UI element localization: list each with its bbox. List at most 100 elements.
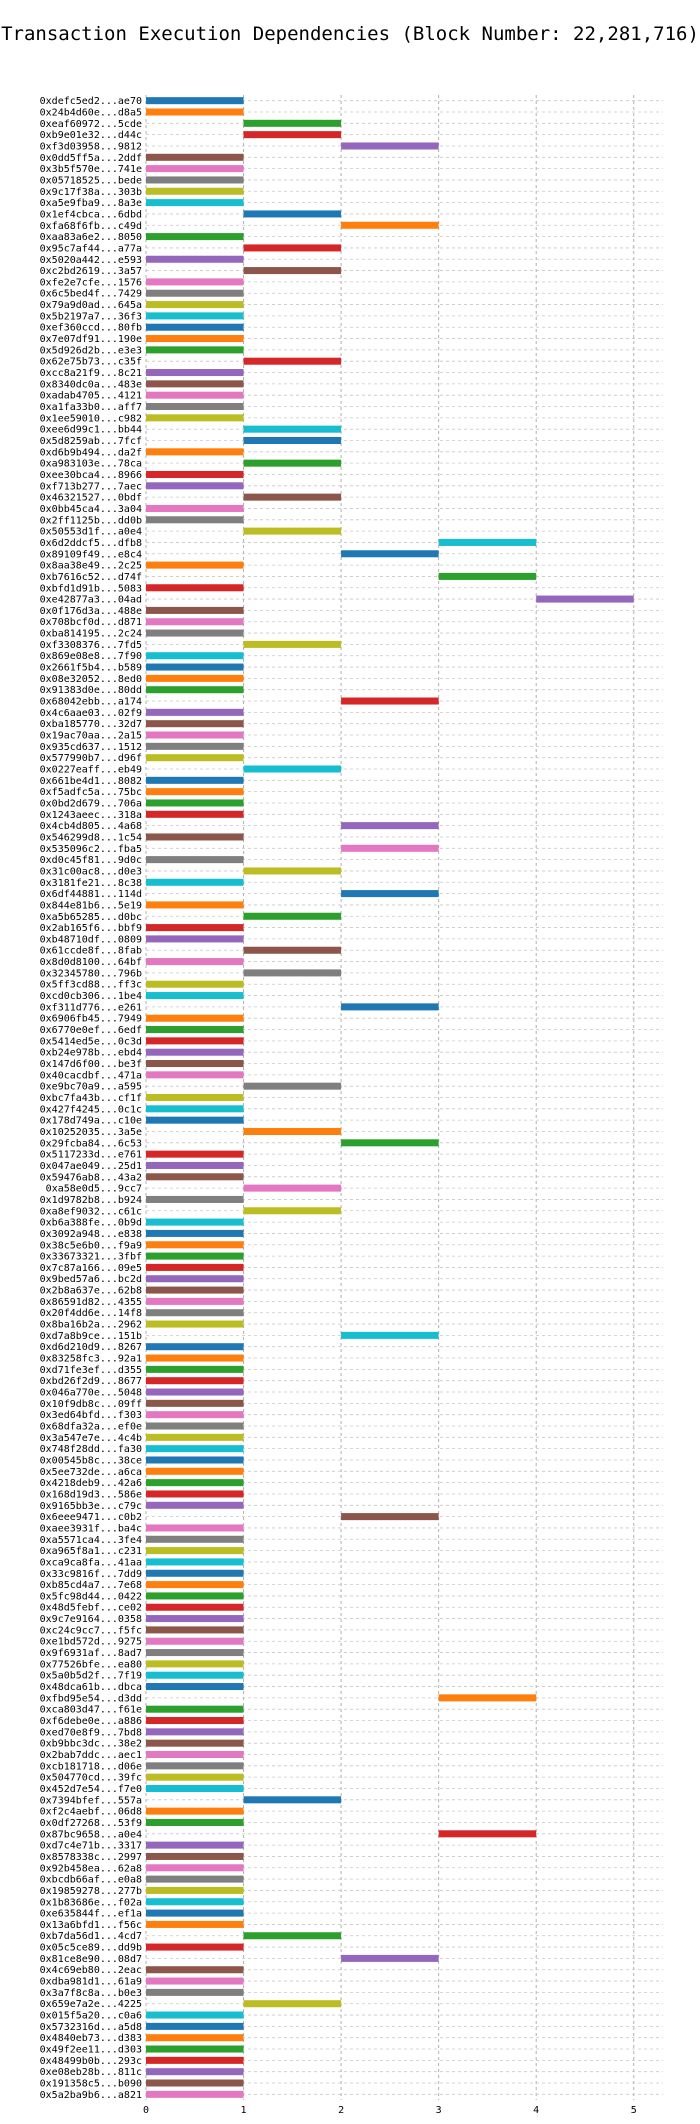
bar (146, 561, 244, 569)
bar (146, 1399, 244, 1407)
bar (146, 1535, 244, 1543)
y-tick-label: 0x61ccde8f...8fab (40, 946, 142, 957)
y-tick-label: 0x10f9db8c...09ff (40, 1399, 142, 1410)
bar (438, 1830, 537, 1838)
bar (341, 1954, 439, 1962)
chart-title: Transaction Execution Dependencies (Bloc… (1, 23, 699, 45)
bar (341, 550, 439, 558)
bar (146, 1479, 244, 1487)
bars (146, 97, 634, 2098)
bar (146, 1592, 244, 1600)
y-tick-label: 0x2ab165f6...bbf9 (40, 923, 142, 934)
y-tick-label: 0x6d2ddcf5...dfb8 (40, 538, 142, 549)
y-tick-label: 0xb85cd4a7...7e68 (40, 1580, 142, 1591)
bar (146, 935, 244, 943)
y-tick-label: 0x92b458ea...62a8 (40, 1863, 142, 1874)
y-tick-label: 0xd7a8b9ce...151b (40, 1331, 142, 1342)
bar (146, 1683, 244, 1691)
y-tick-label: 0x3181fe21...8c38 (40, 878, 142, 889)
bar (146, 1569, 244, 1577)
x-tick-label: 0 (143, 2105, 149, 2116)
bar (146, 380, 244, 388)
y-tick-label: 0x9c17f38a...303b (40, 187, 142, 198)
y-tick-label: 0x38c5e6b0...f9a9 (40, 1240, 142, 1251)
y-tick-label: 0xd0c45f81...9d0c (40, 855, 142, 866)
y-tick-label: 0x10252035...3a5e (40, 1127, 142, 1138)
y-tick-label: 0x13a6bfd1...f56c (40, 1920, 142, 1931)
y-tick-label: 0x3b5f570e...741e (40, 164, 142, 175)
y-tick-label: 0x5117233d...e761 (40, 1150, 142, 1161)
y-tick-label: 0xbc7fa43b...cf1f (40, 1093, 142, 1104)
y-tick-label: 0x0f176d3a...488e (40, 606, 142, 617)
bar (146, 1263, 244, 1271)
bar (341, 890, 439, 898)
y-tick-label: 0x8578338c...2997 (40, 1852, 142, 1863)
bar (146, 674, 244, 682)
y-tick-label: 0xb48710df...0809 (40, 934, 142, 945)
y-tick-label: 0xa5e9fba9...8a3e (40, 198, 142, 209)
bar (146, 1886, 244, 1894)
y-tick-label: 0x6906fb45...7949 (40, 1014, 142, 1025)
bar (146, 1864, 244, 1872)
bar (146, 1354, 244, 1362)
bar (243, 210, 342, 218)
bar (146, 1411, 244, 1419)
bar (146, 1456, 244, 1464)
y-tick-label: 0xcc8a21f9...8c21 (40, 368, 142, 379)
y-tick-label: 0x869e08e8...7f90 (40, 651, 142, 662)
y-tick-label: 0x708bcf0d...d871 (40, 617, 142, 628)
y-tick-label: 0x9f6931af...8ad7 (40, 1648, 142, 1659)
bar (146, 1762, 244, 1770)
y-tick-label: 0x5fc98d44...0422 (40, 1591, 142, 1602)
bar (146, 1014, 244, 1022)
y-tick-label: 0xa58e0d5...9cc7 (46, 1184, 142, 1195)
y-tick-label: 0x33c9816f...7dd9 (40, 1569, 142, 1580)
bar (146, 1195, 244, 1203)
bar (146, 1660, 244, 1668)
bar (146, 754, 244, 762)
bar (146, 584, 244, 592)
bar (146, 1728, 244, 1736)
y-tick-label: 0x40cacdbf...471a (40, 1070, 142, 1081)
y-tick-label: 0x5020a442...e593 (40, 255, 142, 266)
bar (146, 278, 244, 286)
y-tick-label: 0xb24e978b...ebd4 (40, 1048, 142, 1059)
bar (146, 504, 244, 512)
y-tick-label: 0xe9bc70a9...a595 (40, 1082, 142, 1093)
bar (146, 1377, 244, 1385)
y-tick-label: 0x87bc9658...a0e4 (40, 1829, 142, 1840)
bar (243, 131, 342, 139)
y-tick-label: 0x1ef4cbca...6dbd (40, 209, 142, 220)
y-tick-label: 0x7c87a166...09e5 (40, 1263, 142, 1274)
bar (146, 1705, 244, 1713)
y-tick-label: 0x48d5febf...ce02 (40, 1603, 142, 1614)
bar (146, 1603, 244, 1611)
y-tick-label: 0xf713b277...7aec (40, 481, 142, 492)
y-tick-label: 0xa5571ca4...3fe4 (40, 1535, 142, 1546)
y-tick-label: 0x8ba16b2a...2962 (40, 1320, 142, 1331)
bar (243, 867, 342, 875)
y-tick-label: 0xaa83a6e2...8050 (40, 232, 142, 243)
y-tick-label: 0x047ae049...25d1 (40, 1161, 142, 1172)
y-tick-label: 0xed70e8f9...7bd8 (40, 1727, 142, 1738)
y-tick-label: 0x3ed64bfd...f303 (40, 1410, 142, 1421)
bar (146, 1467, 244, 1475)
y-tick-label: 0xa5b65285...d0bc (40, 912, 142, 923)
bar (243, 493, 342, 501)
y-tick-label: 0x4c69eb80...2eac (40, 1965, 142, 1976)
y-tick-label: 0xf6debe0e...a886 (40, 1716, 142, 1727)
bar (146, 1909, 244, 1917)
bar (146, 335, 244, 343)
bar (146, 720, 244, 728)
bar (146, 1422, 244, 1430)
y-tick-label: 0x1b83686e...f02a (40, 1897, 142, 1908)
y-tick-label: 0x31c00ac8...d0e3 (40, 866, 142, 877)
bar (146, 810, 244, 818)
bar (146, 618, 244, 626)
bar (146, 2090, 244, 2098)
bar (146, 1241, 244, 1249)
bar (243, 425, 342, 433)
bar (438, 538, 537, 546)
y-tick-label: 0xe1bd572d...9275 (40, 1637, 142, 1648)
y-tick-label: 0xca803d47...f61e (40, 1705, 142, 1716)
